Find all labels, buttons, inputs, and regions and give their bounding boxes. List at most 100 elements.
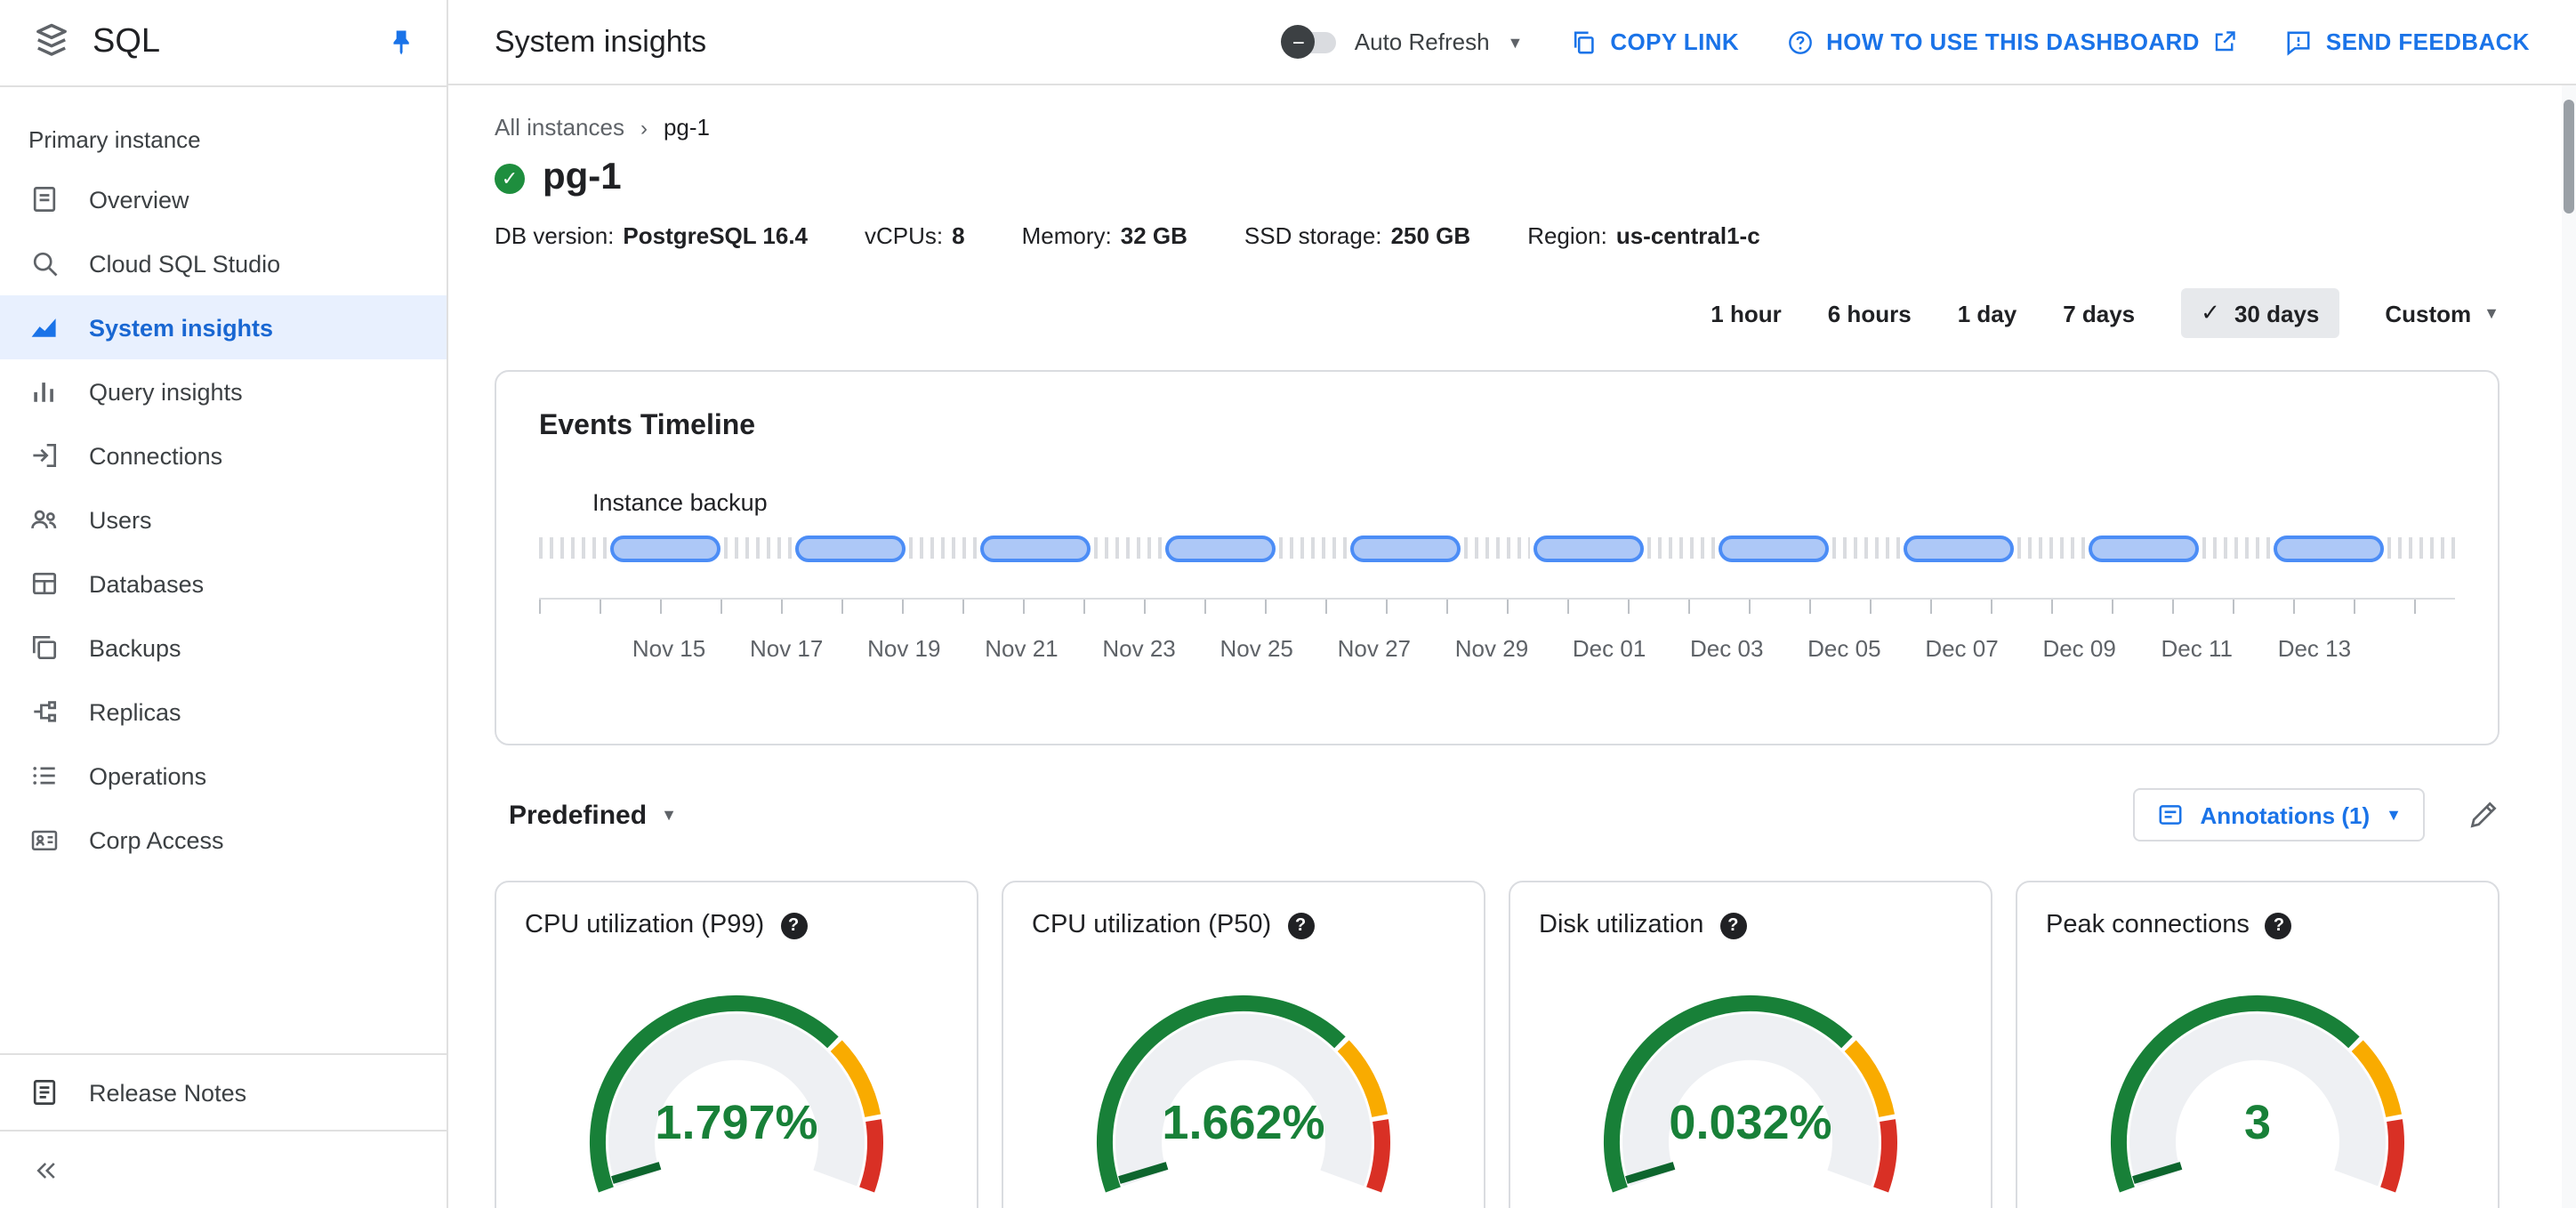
sidebar-item-query-insights[interactable]: Query insights <box>0 359 447 423</box>
date-label: Dec 09 <box>2042 635 2116 662</box>
operations-icon <box>28 760 60 792</box>
sidebar-item-replicas[interactable]: Replicas <box>0 680 447 744</box>
help-icon[interactable]: ? <box>780 912 808 938</box>
checkmark-icon: ✓ <box>2201 299 2220 326</box>
sidebar-item-corp-access[interactable]: Corp Access <box>0 808 447 872</box>
gauge-arc <box>589 995 883 1193</box>
release-notes-label: Release Notes <box>89 1079 247 1106</box>
time-range-1-day[interactable]: 1 day <box>1957 300 2017 326</box>
breadcrumb: All instances › pg-1 <box>495 114 2500 141</box>
date-label: Dec 13 <box>2277 635 2352 662</box>
backup-event-bar[interactable] <box>794 535 906 561</box>
sidebar-item-operations[interactable]: Operations <box>0 744 447 808</box>
backup-event-bar[interactable] <box>2089 535 2200 561</box>
sidebar-item-connections[interactable]: Connections <box>0 423 447 487</box>
gauge-value: 3 <box>2243 1096 2272 1149</box>
sidebar-item-cloud-sql-studio[interactable]: Cloud SQL Studio <box>0 231 447 295</box>
send-feedback-button[interactable]: SEND FEEDBACK <box>2285 28 2530 56</box>
date-label: Nov 19 <box>867 635 941 662</box>
annotations-caret-icon: ▼ <box>2386 806 2402 824</box>
events-timeline-title: Events Timeline <box>539 411 756 441</box>
predefined-dropdown[interactable]: Predefined ▼ <box>509 800 677 830</box>
backup-event-bar[interactable] <box>609 535 720 561</box>
help-circle-icon <box>1785 28 1814 56</box>
timeline-ticks <box>1647 537 1716 559</box>
time-range-1-hour[interactable]: 1 hour <box>1711 300 1782 326</box>
main-area: System insights − Auto Refresh ▼ COPY LI… <box>448 0 2576 1208</box>
annotations-button[interactable]: Annotations (1) ▼ <box>2132 788 2425 842</box>
date-label: Dec 03 <box>1690 635 1764 662</box>
how-to-use-dashboard-link[interactable]: HOW TO USE THIS DASHBOARD <box>1785 28 2239 56</box>
backup-event-bar[interactable] <box>1164 535 1276 561</box>
meta-memory: Memory: 32 GB <box>1021 222 1187 249</box>
sidebar-section-label: Primary instance <box>28 126 201 153</box>
meta-region: Region: us-central1-c <box>1527 222 1760 249</box>
timeline-ticks <box>539 537 607 559</box>
sidebar-item-label: Replicas <box>89 698 181 725</box>
auto-refresh-toggle-knob: − <box>1281 25 1316 59</box>
content: All instances › pg-1 ✓ pg-1 DB version: P… <box>448 114 2576 1208</box>
meta-ssd-storage: SSD storage: 250 GB <box>1244 222 1471 249</box>
scrollbar-thumb[interactable] <box>2564 100 2574 213</box>
sidebar-item-users[interactable]: Users <box>0 487 447 552</box>
feedback-icon <box>2285 28 2314 56</box>
help-icon[interactable]: ? <box>1719 912 1747 938</box>
backup-event-bar[interactable] <box>1349 535 1461 561</box>
timeline-ticks <box>723 537 792 559</box>
backup-event-bar[interactable] <box>2274 535 2385 561</box>
databases-icon <box>28 568 60 600</box>
sidebar-item-release-notes[interactable]: Release Notes <box>0 1053 447 1130</box>
sidebar-item-backups[interactable]: Backups <box>0 616 447 680</box>
sidebar-item-label: Users <box>89 506 152 533</box>
gauge: 1.662% <box>1066 964 1421 1196</box>
sidebar-item-label: Connections <box>89 442 223 469</box>
time-range-6-hours[interactable]: 6 hours <box>1827 300 1912 326</box>
backup-event-bar[interactable] <box>1904 535 2015 561</box>
time-range-30-days-selected[interactable]: ✓ 30 days <box>2181 288 2339 338</box>
help-icon[interactable]: ? <box>2265 912 2292 938</box>
date-label: Nov 25 <box>1220 635 1293 662</box>
topbar: System insights − Auto Refresh ▼ COPY LI… <box>448 0 2576 85</box>
date-label: Nov 27 <box>1337 635 1412 662</box>
gauge-arc <box>1603 995 1897 1193</box>
sidebar-item-label: Query insights <box>89 378 243 405</box>
date-label: Dec 05 <box>1807 635 1881 662</box>
selected-range-label: 30 days <box>2234 300 2320 326</box>
copy-icon <box>1569 28 1598 56</box>
date-label: Nov 23 <box>1102 635 1176 662</box>
time-range-7-days[interactable]: 7 days <box>2063 300 2136 326</box>
time-range-custom[interactable]: Custom ▼ <box>2385 300 2500 326</box>
events-timeline-card: Events Timeline Instance backup <box>495 370 2500 745</box>
system-insights-icon <box>28 311 60 343</box>
breadcrumb-all-instances[interactable]: All instances <box>495 114 624 141</box>
gauge-card-disk: Disk utilization ? 0.032% <box>1509 881 1992 1208</box>
timeline-ticks <box>1463 537 1531 559</box>
backup-event-bar[interactable] <box>1719 535 1830 561</box>
gauge-title: Peak connections <box>2046 911 2250 939</box>
gauge-card-cpu-p99: CPU utilization (P99) ? 1.797% <box>495 881 978 1208</box>
backups-icon <box>28 632 60 664</box>
sidebar-item-system-insights[interactable]: System insights <box>0 295 447 359</box>
gauge-title: Disk utilization <box>1539 911 1704 939</box>
edit-pencil-icon[interactable] <box>2467 799 2500 831</box>
timeline-ticks <box>2387 537 2455 559</box>
backup-event-bar[interactable] <box>979 535 1091 561</box>
backup-event-bar[interactable] <box>1534 535 1645 561</box>
sidebar-item-databases[interactable]: Databases <box>0 552 447 616</box>
timeline-ticks <box>908 537 977 559</box>
auto-refresh-toggle[interactable]: − <box>1281 25 1337 59</box>
pin-icon[interactable] <box>386 27 418 59</box>
gauge-arc <box>2110 995 2404 1193</box>
auto-refresh-caret-icon[interactable]: ▼ <box>1507 33 1524 51</box>
sidebar-item-label: Overview <box>89 186 189 213</box>
copy-link-button[interactable]: COPY LINK <box>1569 28 1739 56</box>
send-feedback-label: SEND FEEDBACK <box>2325 28 2530 55</box>
collapse-sidebar-button[interactable] <box>0 1130 447 1208</box>
product-name: SQL <box>93 23 161 60</box>
replicas-icon <box>28 696 60 728</box>
overview-icon <box>28 183 60 215</box>
scrollbar-track[interactable] <box>2562 85 2576 1208</box>
help-icon[interactable]: ? <box>1287 912 1315 938</box>
sidebar-item-overview[interactable]: Overview <box>0 167 447 231</box>
meta-vcpus: vCPUs: 8 <box>865 222 965 249</box>
